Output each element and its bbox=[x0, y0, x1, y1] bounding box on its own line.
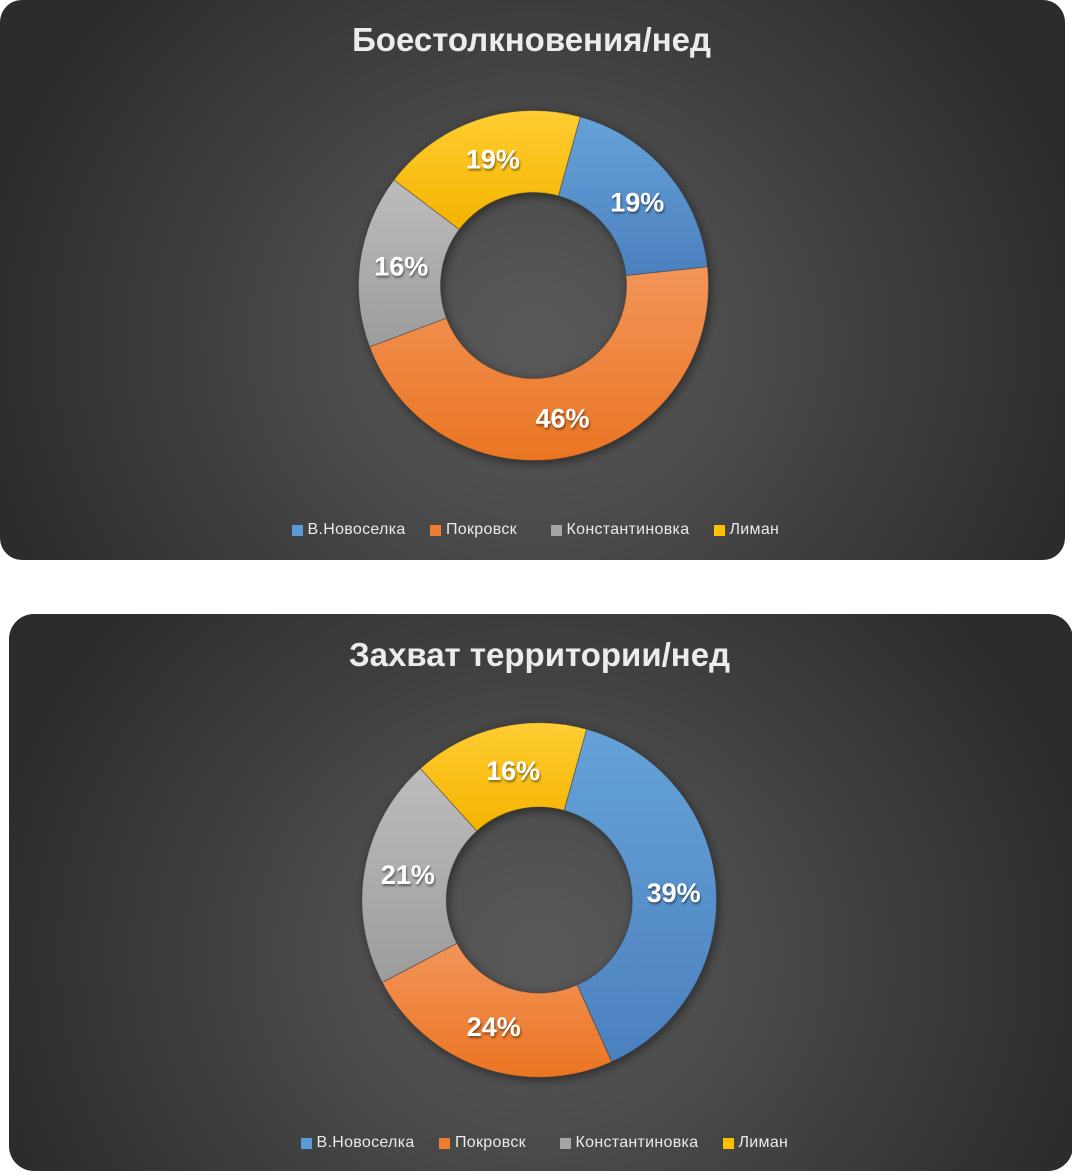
svg-text:24%: 24% bbox=[467, 1012, 521, 1042]
svg-text:19%: 19% bbox=[466, 145, 520, 175]
svg-text:46%: 46% bbox=[535, 404, 589, 434]
svg-text:19%: 19% bbox=[610, 187, 664, 217]
svg-text:39%: 39% bbox=[647, 878, 701, 908]
svg-text:16%: 16% bbox=[374, 251, 428, 281]
svg-text:16%: 16% bbox=[486, 756, 540, 786]
svg-text:21%: 21% bbox=[381, 860, 435, 890]
